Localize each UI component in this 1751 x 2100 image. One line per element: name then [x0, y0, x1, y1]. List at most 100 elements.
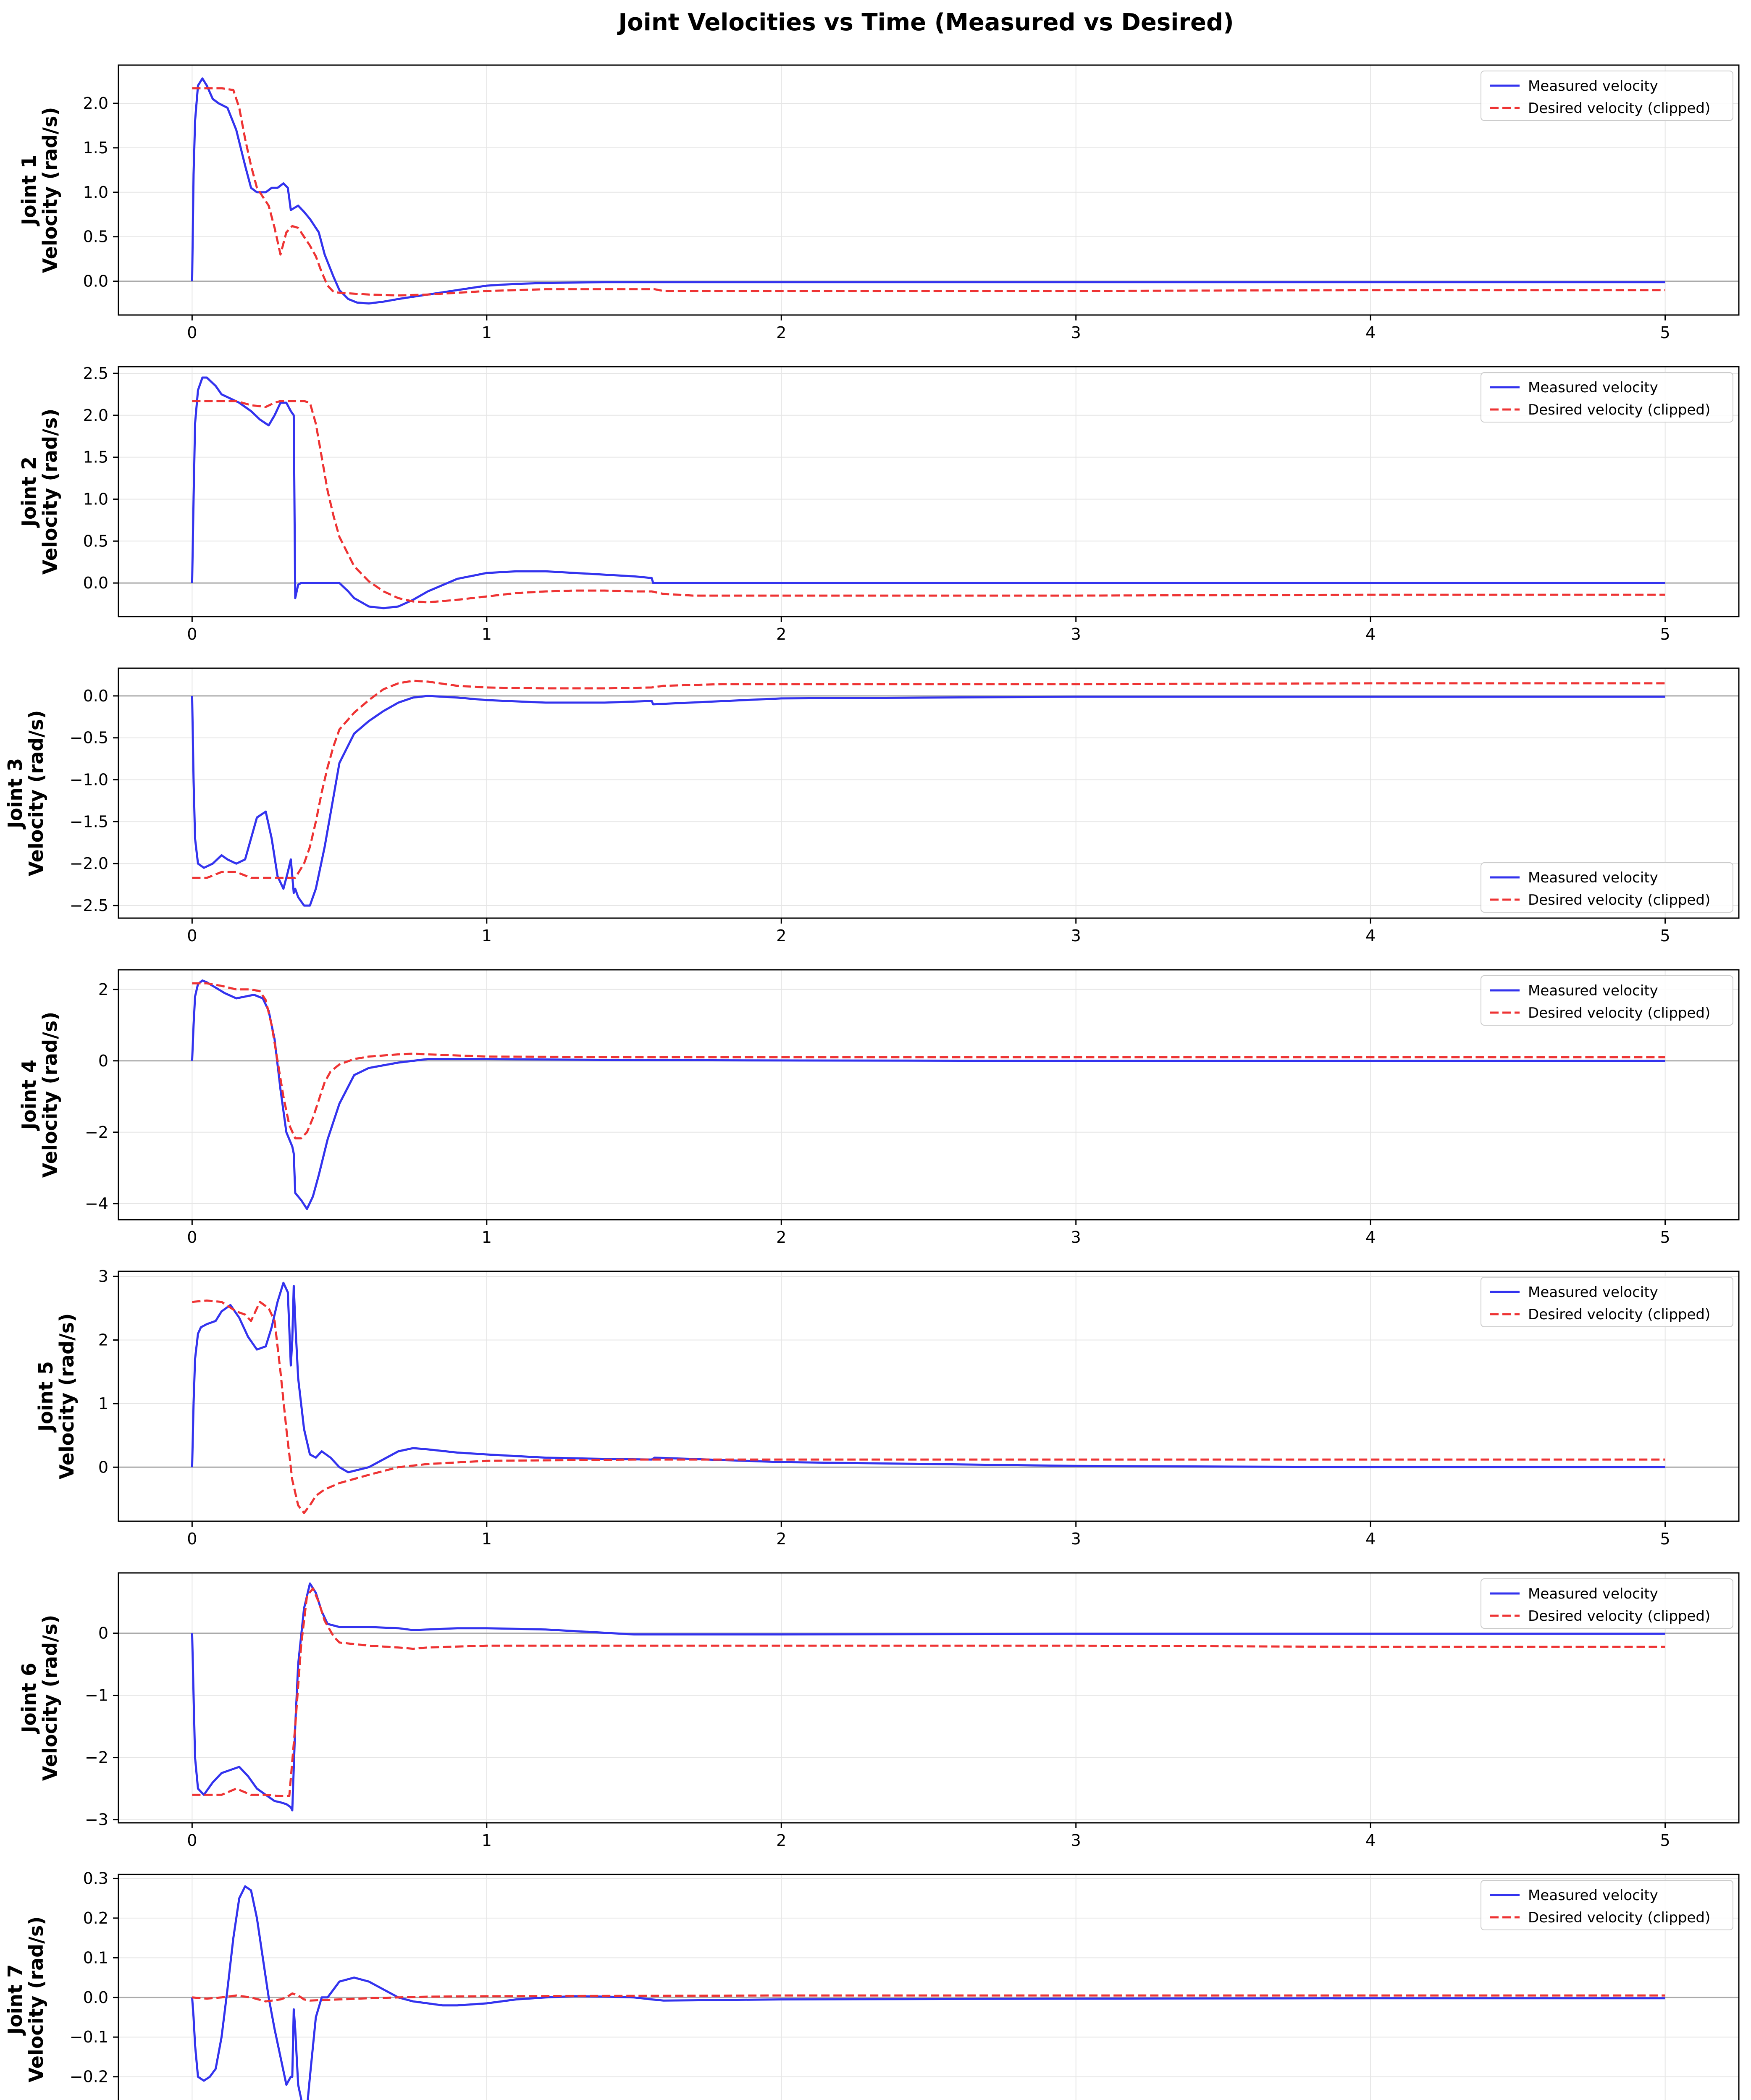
y-axis-label: Joint 7Velocity (rad/s) [4, 1916, 47, 2083]
y-axis-label: Joint 4Velocity (rad/s) [18, 1012, 61, 1178]
legend-measured-label: Measured velocity [1528, 1586, 1658, 1602]
legend-box [1481, 1578, 1733, 1629]
joint-2-subplot: 0 1 2 3 4 5 0.0 0.5 1.0 1.5 2.0 2.5 Joint 2Velocity … [18, 364, 1740, 643]
velocity-unit-label: Velocity (rad/s) [39, 409, 61, 575]
y-tick-label: 2 [98, 1331, 108, 1349]
measured-velocity-line [191, 1281, 1665, 1473]
velocity-unit-label: Velocity (rad/s) [25, 710, 47, 877]
x-tick-label: 4 [1365, 323, 1376, 342]
x-tick-label: 1 [482, 1530, 492, 1548]
legend-box [1481, 1277, 1733, 1327]
velocity-unit-label: Velocity (rad/s) [55, 1313, 78, 1480]
desired-velocity-line [192, 400, 1665, 604]
legend: Measured velocity Desired velocity (clipp… [1481, 1277, 1733, 1327]
y-axis-label: Joint 2Velocity (rad/s) [18, 409, 61, 575]
legend-desired-label: Desired velocity (clipped) [1528, 1909, 1710, 1926]
legend-measured-label: Measured velocity [1528, 379, 1658, 396]
legend-desired-label: Desired velocity (clipped) [1528, 1005, 1710, 1021]
axes-frame [118, 64, 1740, 316]
y-tick-label: −3 [85, 1811, 108, 1829]
x-tick-label: 0 [187, 323, 197, 342]
y-tick-label: 0.3 [83, 1869, 108, 1887]
y-tick-label: 0.0 [83, 574, 108, 592]
joint-4-subplot: 0 1 2 3 4 5 2 0 −2 −4 Joint 4Velocity (rad/s) Measu… [18, 969, 1740, 1247]
x-tick-label: 5 [1660, 625, 1670, 643]
x-tick-label: 3 [1071, 1831, 1081, 1850]
x-tick-label: 3 [1071, 323, 1081, 342]
y-tick-label: 1.0 [83, 183, 108, 202]
y-tick-label: 0.5 [83, 532, 108, 550]
x-tick-label: 1 [482, 1831, 492, 1850]
y-tick-label: −2 [85, 1748, 108, 1767]
x-tick-label: 2 [776, 1530, 786, 1548]
x-tick-label: 2 [776, 323, 786, 342]
y-axis-label: Joint 6Velocity (rad/s) [18, 1615, 61, 1781]
y-axis-label: Joint 3Velocity (rad/s) [4, 710, 47, 877]
axes-frame [118, 1572, 1740, 1824]
x-tick-label: 2 [776, 625, 786, 643]
legend-measured-label: Measured velocity [1528, 78, 1658, 94]
x-tick-label: 2 [776, 1831, 786, 1850]
velocity-unit-label: Velocity (rad/s) [25, 1916, 47, 2083]
y-tick-label: −1 [85, 1686, 108, 1705]
x-tick-label: 5 [1660, 927, 1670, 945]
x-tick-label: 5 [1660, 1530, 1670, 1548]
x-tick-label: 0 [187, 927, 197, 945]
legend-box [1481, 372, 1733, 423]
x-tick-label: 1 [482, 323, 492, 342]
x-tick-label: 1 [482, 927, 492, 945]
x-tick-label: 0 [187, 625, 197, 643]
legend-desired-label: Desired velocity (clipped) [1528, 1306, 1710, 1323]
y-tick-label: 0 [98, 1052, 108, 1070]
measured-velocity-line [191, 1582, 1665, 1811]
y-tick-label: 1.5 [83, 139, 108, 157]
legend-measured-label: Measured velocity [1528, 982, 1658, 999]
legend: Measured velocity Desired velocity (clipp… [1481, 1880, 1733, 1930]
desired-velocity-line [192, 1587, 1665, 1797]
legend-desired-label: Desired velocity (clipped) [1528, 1608, 1710, 1625]
y-tick-label: 1.5 [83, 448, 108, 467]
y-tick-label: 1 [98, 1394, 108, 1413]
legend-desired-label: Desired velocity (clipped) [1528, 402, 1710, 418]
y-tick-label: 2.5 [83, 364, 108, 383]
legend: Measured velocity Desired velocity (clipp… [1481, 1578, 1733, 1629]
joint-label: Joint 6 [18, 1663, 40, 1734]
joint-label: Joint 3 [4, 758, 26, 830]
x-tick-label: 1 [482, 625, 492, 643]
x-tick-label: 3 [1071, 625, 1081, 643]
y-tick-label: 0 [98, 1624, 108, 1643]
x-tick-label: 5 [1660, 323, 1670, 342]
y-tick-label: −1.5 [70, 812, 108, 831]
y-tick-label: −2.5 [70, 896, 108, 915]
velocity-unit-label: Velocity (rad/s) [39, 1615, 61, 1781]
measured-velocity-line [191, 376, 1665, 609]
y-tick-label: −2.0 [70, 854, 108, 873]
desired-velocity-line [192, 87, 1665, 297]
y-tick-label: 0.2 [83, 1909, 108, 1927]
x-tick-label: 4 [1365, 927, 1376, 945]
y-tick-label: 2.0 [83, 94, 108, 113]
y-tick-label: 0.1 [83, 1948, 108, 1967]
measured-velocity-line [191, 695, 1665, 907]
y-tick-label: 0 [98, 1458, 108, 1476]
x-tick-label: 4 [1365, 1831, 1376, 1850]
x-tick-label: 3 [1071, 1530, 1081, 1548]
x-tick-label: 2 [776, 927, 786, 945]
measured-velocity-line [191, 979, 1665, 1210]
axes-frame [118, 969, 1740, 1221]
y-tick-label: −0.1 [70, 2028, 108, 2046]
y-tick-label: −1.0 [70, 771, 108, 789]
legend-desired-label: Desired velocity (clipped) [1528, 100, 1710, 117]
legend-desired-label: Desired velocity (clipped) [1528, 892, 1710, 908]
legend: Measured velocity Desired velocity (clipp… [1481, 975, 1733, 1026]
x-tick-label: 2 [776, 1228, 786, 1247]
y-tick-label: 0.0 [83, 1988, 108, 2007]
joint-label: Joint 7 [4, 1964, 26, 2036]
y-tick-label: 2.0 [83, 406, 108, 425]
y-tick-label: 1.0 [83, 490, 108, 508]
x-tick-label: 0 [187, 1228, 197, 1247]
